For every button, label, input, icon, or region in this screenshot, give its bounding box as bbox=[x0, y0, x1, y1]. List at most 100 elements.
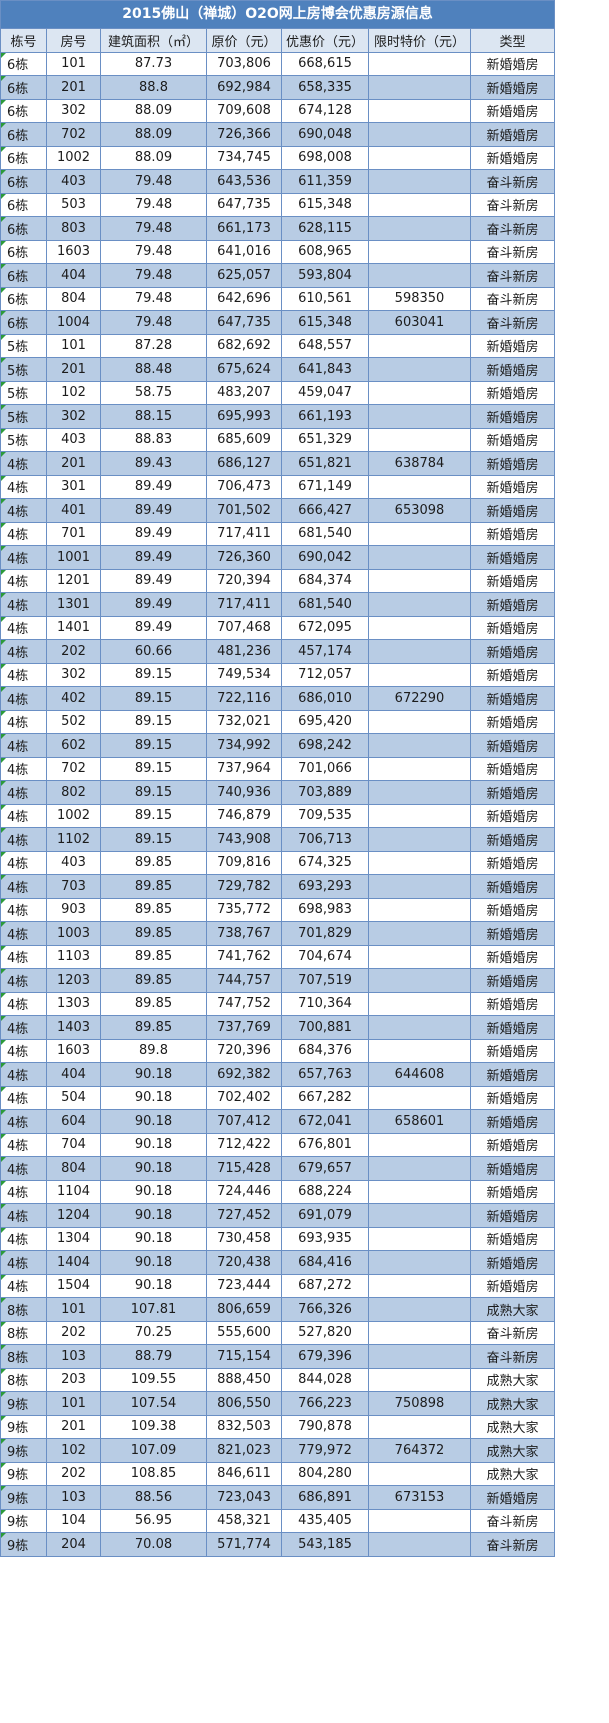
type-cell: 新婚婚房 bbox=[470, 568, 555, 593]
flash-price-cell bbox=[368, 1367, 471, 1392]
flash-price-cell: 638784 bbox=[368, 451, 471, 476]
area-cell: 89.85 bbox=[100, 921, 207, 946]
discount-price-cell: 615,348 bbox=[281, 310, 369, 335]
original-price-cell: 675,624 bbox=[206, 357, 282, 382]
table-row: 4栋 702 89.15 737,964 701,066 新婚婚房 bbox=[0, 756, 555, 781]
area-cell: 90.18 bbox=[100, 1062, 207, 1087]
type-cell: 新婚婚房 bbox=[470, 733, 555, 758]
table-row: 4栋 1404 90.18 720,438 684,416 新婚婚房 bbox=[0, 1250, 555, 1275]
type-cell: 新婚婚房 bbox=[470, 521, 555, 546]
flash-price-cell bbox=[368, 991, 471, 1016]
discount-price-cell: 686,010 bbox=[281, 686, 369, 711]
header-row: 栋号 房号 建筑面积（㎡） 原价（元） 优惠价（元） 限时特价（元） 类型 bbox=[0, 28, 555, 53]
original-price-cell: 703,806 bbox=[206, 51, 282, 76]
original-price-cell: 888,450 bbox=[206, 1367, 282, 1392]
discount-price-cell: 674,325 bbox=[281, 850, 369, 875]
table-row: 4栋 1504 90.18 723,444 687,272 新婚婚房 bbox=[0, 1273, 555, 1298]
type-cell: 新婚婚房 bbox=[470, 1062, 555, 1087]
original-price-cell: 571,774 bbox=[206, 1532, 282, 1557]
original-price-cell: 717,411 bbox=[206, 521, 282, 546]
building-cell: 4栋 bbox=[0, 521, 47, 546]
type-cell: 新婚婚房 bbox=[470, 122, 555, 147]
original-price-cell: 737,964 bbox=[206, 756, 282, 781]
table-row: 4栋 201 89.43 686,127 651,821 638784 新婚婚房 bbox=[0, 451, 555, 476]
discount-price-cell: 667,282 bbox=[281, 1085, 369, 1110]
discount-price-cell: 684,374 bbox=[281, 568, 369, 593]
type-cell: 新婚婚房 bbox=[470, 145, 555, 170]
flash-price-cell: 673153 bbox=[368, 1485, 471, 1510]
original-price-cell: 692,382 bbox=[206, 1062, 282, 1087]
discount-price-cell: 668,615 bbox=[281, 51, 369, 76]
discount-price-cell: 628,115 bbox=[281, 216, 369, 241]
table-row: 6栋 1004 79.48 647,735 615,348 603041 奋斗新房 bbox=[0, 310, 555, 335]
original-price-cell: 746,879 bbox=[206, 803, 282, 828]
header-unit: 房号 bbox=[46, 28, 101, 53]
building-cell: 5栋 bbox=[0, 357, 47, 382]
building-cell: 4栋 bbox=[0, 639, 47, 664]
flash-price-cell bbox=[368, 592, 471, 617]
discount-price-cell: 543,185 bbox=[281, 1532, 369, 1557]
original-price-cell: 647,735 bbox=[206, 192, 282, 217]
unit-cell: 1004 bbox=[46, 310, 101, 335]
flash-price-cell bbox=[368, 968, 471, 993]
area-cell: 89.15 bbox=[100, 756, 207, 781]
area-cell: 89.49 bbox=[100, 498, 207, 523]
area-cell: 89.85 bbox=[100, 1015, 207, 1040]
original-price-cell: 686,127 bbox=[206, 451, 282, 476]
area-cell: 70.08 bbox=[100, 1532, 207, 1557]
type-cell: 成熟大家 bbox=[470, 1461, 555, 1486]
discount-price-cell: 679,396 bbox=[281, 1344, 369, 1369]
flash-price-cell: 598350 bbox=[368, 286, 471, 311]
unit-cell: 201 bbox=[46, 1414, 101, 1439]
area-cell: 89.49 bbox=[100, 592, 207, 617]
area-cell: 70.25 bbox=[100, 1320, 207, 1345]
building-cell: 5栋 bbox=[0, 333, 47, 358]
discount-price-cell: 712,057 bbox=[281, 662, 369, 687]
table-row: 8栋 202 70.25 555,600 527,820 奋斗新房 bbox=[0, 1320, 555, 1345]
building-cell: 4栋 bbox=[0, 897, 47, 922]
discount-price-cell: 676,801 bbox=[281, 1132, 369, 1157]
unit-cell: 1002 bbox=[46, 803, 101, 828]
building-cell: 6栋 bbox=[0, 169, 47, 194]
flash-price-cell bbox=[368, 850, 471, 875]
type-cell: 新婚婚房 bbox=[470, 1250, 555, 1275]
building-cell: 6栋 bbox=[0, 263, 47, 288]
building-cell: 6栋 bbox=[0, 286, 47, 311]
original-price-cell: 723,043 bbox=[206, 1485, 282, 1510]
area-cell: 90.18 bbox=[100, 1226, 207, 1251]
flash-price-cell bbox=[368, 827, 471, 852]
unit-cell: 504 bbox=[46, 1085, 101, 1110]
table-row: 6栋 1002 88.09 734,745 698,008 新婚婚房 bbox=[0, 145, 555, 170]
area-cell: 60.66 bbox=[100, 639, 207, 664]
type-cell: 新婚婚房 bbox=[470, 615, 555, 640]
table-row: 4栋 403 89.85 709,816 674,325 新婚婚房 bbox=[0, 850, 555, 875]
building-cell: 9栋 bbox=[0, 1485, 47, 1510]
original-price-cell: 737,769 bbox=[206, 1015, 282, 1040]
discount-price-cell: 684,416 bbox=[281, 1250, 369, 1275]
type-cell: 新婚婚房 bbox=[470, 380, 555, 405]
table-row: 4栋 1103 89.85 741,762 704,674 新婚婚房 bbox=[0, 944, 555, 969]
original-price-cell: 715,428 bbox=[206, 1156, 282, 1181]
discount-price-cell: 701,829 bbox=[281, 921, 369, 946]
flash-price-cell: 750898 bbox=[368, 1391, 471, 1416]
unit-cell: 301 bbox=[46, 474, 101, 499]
building-cell: 8栋 bbox=[0, 1367, 47, 1392]
unit-cell: 202 bbox=[46, 639, 101, 664]
flash-price-cell bbox=[368, 1297, 471, 1322]
unit-cell: 101 bbox=[46, 51, 101, 76]
discount-price-cell: 790,878 bbox=[281, 1414, 369, 1439]
flash-price-cell bbox=[368, 1508, 471, 1533]
building-cell: 4栋 bbox=[0, 662, 47, 687]
unit-cell: 201 bbox=[46, 357, 101, 382]
building-cell: 4栋 bbox=[0, 592, 47, 617]
discount-price-cell: 709,535 bbox=[281, 803, 369, 828]
original-price-cell: 727,452 bbox=[206, 1203, 282, 1228]
flash-price-cell: 653098 bbox=[368, 498, 471, 523]
building-cell: 4栋 bbox=[0, 615, 47, 640]
area-cell: 79.48 bbox=[100, 239, 207, 264]
area-cell: 88.8 bbox=[100, 75, 207, 100]
table-row: 4栋 504 90.18 702,402 667,282 新婚婚房 bbox=[0, 1085, 555, 1110]
area-cell: 89.15 bbox=[100, 780, 207, 805]
area-cell: 89.49 bbox=[100, 474, 207, 499]
type-cell: 新婚婚房 bbox=[470, 1132, 555, 1157]
